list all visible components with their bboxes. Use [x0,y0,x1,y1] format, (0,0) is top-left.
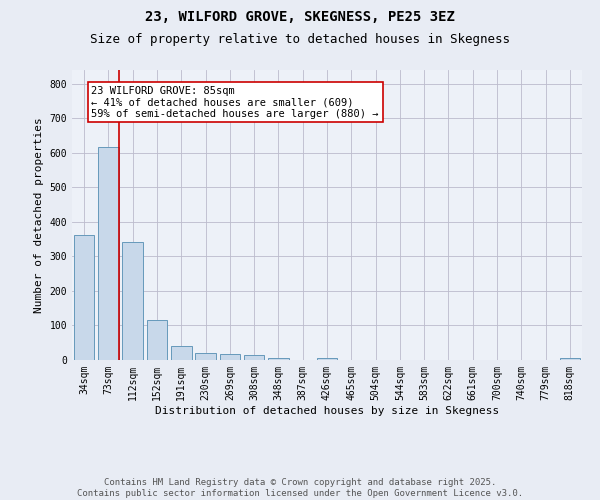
Bar [268,358,289,360]
Text: 23 WILFORD GROVE: 85sqm
← 41% of detached houses are smaller (609)
59% of semi-d: 23 WILFORD GROVE: 85sqm ← 41% of detache… [91,86,379,118]
X-axis label: Distribution of detached houses by size in Skegness: Distribution of detached houses by size … [155,406,499,415]
Bar [146,320,167,360]
Bar [98,148,119,360]
Text: Contains HM Land Registry data © Crown copyright and database right 2025.
Contai: Contains HM Land Registry data © Crown c… [77,478,523,498]
Text: Size of property relative to detached houses in Skegness: Size of property relative to detached ho… [90,32,510,46]
Bar [244,355,265,360]
Y-axis label: Number of detached properties: Number of detached properties [34,117,44,313]
Bar [74,235,94,360]
Bar [560,358,580,360]
Bar [171,346,191,360]
Bar [220,354,240,360]
Bar [195,353,216,360]
Bar [122,242,143,360]
Bar [317,358,337,360]
Text: 23, WILFORD GROVE, SKEGNESS, PE25 3EZ: 23, WILFORD GROVE, SKEGNESS, PE25 3EZ [145,10,455,24]
